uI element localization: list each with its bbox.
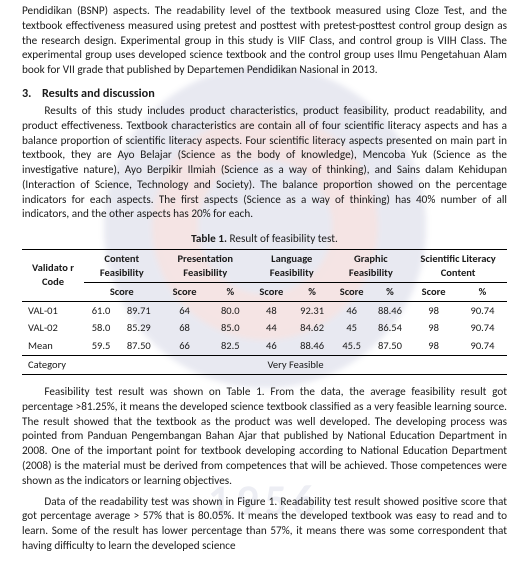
th-validator: Validato r Code: [22, 250, 84, 302]
cell: 89.71: [118, 301, 159, 319]
paragraph-after-table-2: Data of the readability test was shown i…: [22, 495, 507, 554]
th-sub: %: [292, 282, 333, 301]
cell: 61.0: [84, 301, 118, 319]
cell: 45.5: [333, 337, 371, 355]
cell: 59.5: [84, 337, 118, 355]
section-title: Results and discussion: [42, 86, 155, 101]
cell: 48: [251, 301, 292, 319]
cell: 68: [160, 319, 210, 337]
th-presentation: Presentation Feasibility: [160, 250, 251, 283]
th-sub: %: [210, 282, 251, 301]
paragraph-top: Pendidikan (BSNP) aspects. The readabili…: [22, 4, 507, 78]
cell: 46: [333, 301, 371, 319]
cell: Mean: [22, 337, 84, 355]
th-sub: Score: [409, 282, 458, 301]
cell: 45: [333, 319, 371, 337]
cell: VAL-02: [22, 319, 84, 337]
cell: 64: [160, 301, 210, 319]
th-graphic: Graphic Feasibility: [333, 250, 410, 283]
cell: 85.0: [210, 319, 251, 337]
cell: 87.50: [371, 337, 409, 355]
cell: 85.29: [118, 319, 159, 337]
cell: 46: [251, 337, 292, 355]
cell: 80.0: [210, 301, 251, 319]
paragraph-after-table-1: Feasibility test result was shown on Tab…: [22, 385, 507, 488]
cell: VAL-01: [22, 301, 84, 319]
th-content: Content Feasibility: [84, 250, 160, 283]
cell: 90.74: [458, 301, 507, 319]
section-heading: 3.Results and discussion: [22, 86, 507, 102]
th-sub: Score: [160, 282, 210, 301]
table-row: VAL-02 58.0 85.29 68 85.0 44 84.62 45 86…: [22, 319, 507, 337]
cell: 84.62: [292, 319, 333, 337]
th-language: Language Feasibility: [251, 250, 333, 283]
cell: 88.46: [292, 337, 333, 355]
cell: 98: [409, 301, 458, 319]
paragraph-results-1: Results of this study includes product c…: [22, 104, 507, 222]
th-sub: Score: [333, 282, 371, 301]
cell: 98: [409, 319, 458, 337]
cell: 87.50: [118, 337, 159, 355]
table-row: VAL-01 61.0 89.71 64 80.0 48 92.31 46 88…: [22, 301, 507, 319]
cell: 58.0: [84, 319, 118, 337]
table-row-category: Category Very Feasible: [22, 356, 507, 375]
cell: 86.54: [371, 319, 409, 337]
cell: 90.74: [458, 319, 507, 337]
feasibility-table: Validato r Code Content Feasibility Pres…: [22, 249, 507, 375]
cell: 90.74: [458, 337, 507, 355]
th-literacy: Scientific Literacy Content: [409, 250, 507, 283]
cell: 66: [160, 337, 210, 355]
cell: 82.5: [210, 337, 251, 355]
table-caption: Table 1. Result of feasibility test.: [22, 232, 507, 247]
cell: 44: [251, 319, 292, 337]
th-sub: %: [458, 282, 507, 301]
cell-category-value: Very Feasible: [84, 356, 507, 375]
th-sub-score-0: Score: [84, 282, 160, 301]
cell: 92.31: [292, 301, 333, 319]
table-row-mean: Mean 59.5 87.50 66 82.5 46 88.46 45.5 87…: [22, 337, 507, 355]
table-caption-number: Table 1.: [191, 232, 227, 246]
table-caption-text: Result of feasibility test.: [227, 232, 338, 246]
th-sub: Score: [251, 282, 292, 301]
section-number: 3.: [22, 86, 42, 102]
cell-category-label: Category: [22, 356, 84, 375]
cell: 88.46: [371, 301, 409, 319]
cell: 98: [409, 337, 458, 355]
th-sub: %: [371, 282, 409, 301]
